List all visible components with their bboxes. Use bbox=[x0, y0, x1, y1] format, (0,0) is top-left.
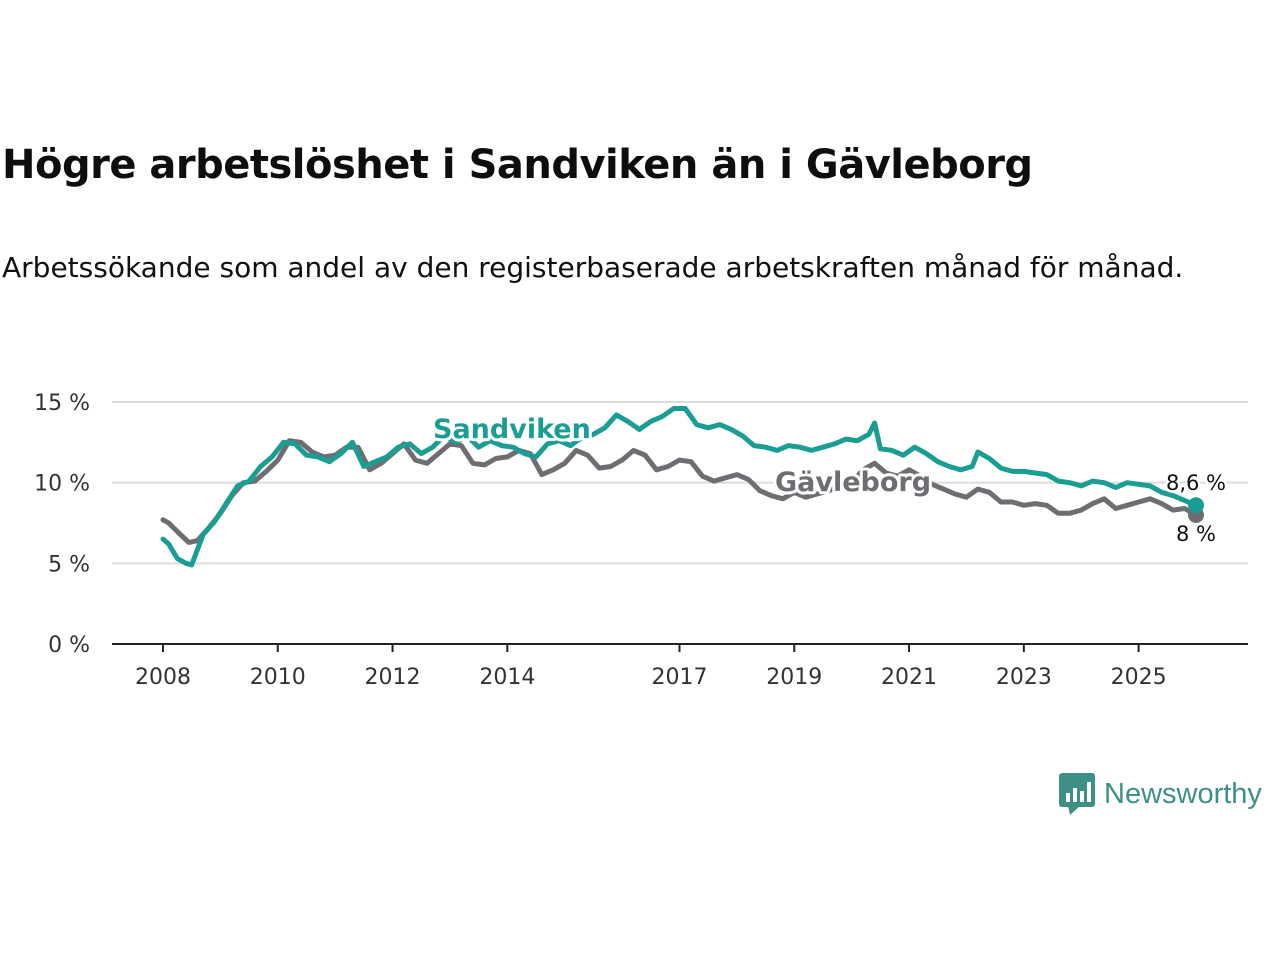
sandviken-series-label: Sandviken bbox=[433, 414, 591, 445]
newsworthy-logo-icon bbox=[1059, 773, 1095, 815]
gavleborg-line bbox=[160, 438, 1199, 545]
sandviken-line-end-point bbox=[1188, 497, 1204, 514]
y-tick-label: 0 % bbox=[48, 633, 90, 658]
x-tick-label: 2017 bbox=[652, 665, 708, 690]
x-tick-label: 2012 bbox=[365, 665, 421, 690]
x-tick-label: 2021 bbox=[881, 665, 937, 690]
x-tick-label: 2014 bbox=[479, 665, 535, 690]
gavleborg-end-label: 8 % bbox=[1176, 522, 1216, 546]
chart-subtitle: Arbetssökande som andel av den registerb… bbox=[2, 251, 1184, 284]
x-tick-label: 2008 bbox=[135, 665, 191, 690]
newsworthy-logo[interactable]: Newsworthy bbox=[1058, 772, 1262, 816]
line-chart: 0 % 5 % 10 % 15 % 2008 2010 2012 2014 2017 2019 2… bbox=[34, 391, 1248, 690]
x-tick-label: 2010 bbox=[250, 665, 306, 690]
x-tick-label: 2025 bbox=[1111, 665, 1167, 690]
sandviken-line bbox=[160, 406, 1199, 568]
newsworthy-brand-text: Newsworthy bbox=[1104, 777, 1262, 810]
y-tick-label: 10 % bbox=[34, 472, 90, 497]
gavleborg-series-label: Gävleborg bbox=[775, 467, 931, 498]
x-tick-label: 2023 bbox=[996, 665, 1052, 690]
x-tick-label: 2019 bbox=[766, 665, 822, 690]
sandviken-end-label: 8,6 % bbox=[1166, 471, 1226, 495]
chart-title: Högre arbetslöshet i Sandviken än i Gävl… bbox=[2, 142, 1033, 188]
y-tick-label: 5 % bbox=[48, 552, 90, 577]
y-tick-label: 15 % bbox=[34, 391, 90, 416]
